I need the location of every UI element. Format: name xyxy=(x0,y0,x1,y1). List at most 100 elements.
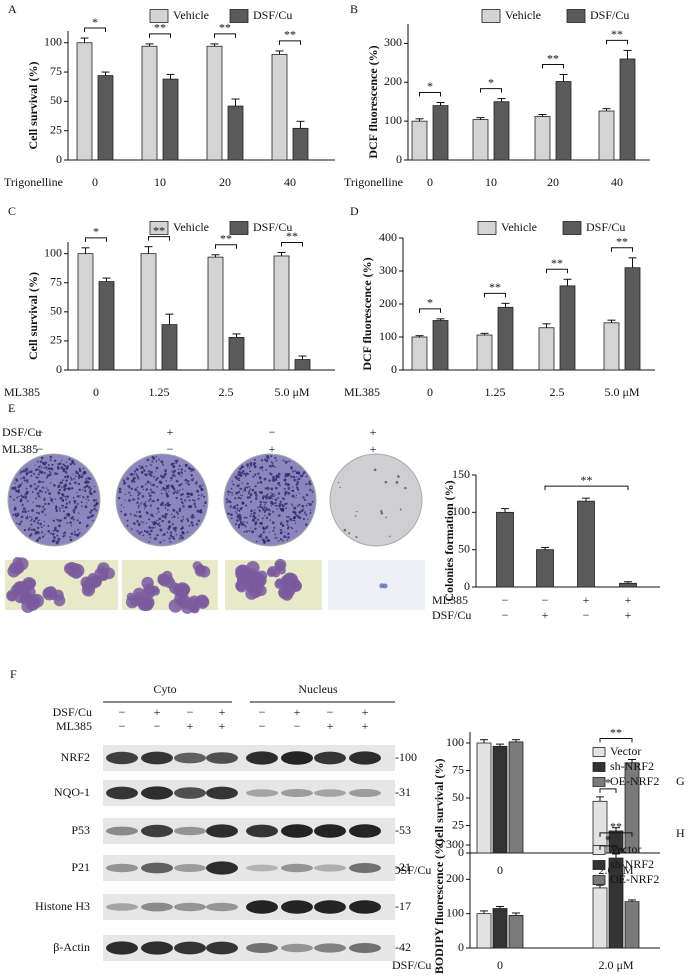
colony xyxy=(274,498,278,501)
colony xyxy=(136,516,138,518)
colony xyxy=(238,517,242,521)
significance-label: * xyxy=(605,776,611,790)
colony xyxy=(285,502,288,505)
colony xyxy=(194,482,198,485)
colony xyxy=(70,524,73,527)
colony xyxy=(148,541,150,543)
colony xyxy=(140,531,143,534)
colony xyxy=(293,478,297,482)
x-tick-label: 1.25 xyxy=(149,385,170,399)
colony xyxy=(291,504,294,507)
colony xyxy=(261,466,264,469)
colony xyxy=(68,482,72,485)
colony xyxy=(243,521,245,523)
blot-band xyxy=(174,752,206,764)
colony xyxy=(134,514,137,517)
colony xyxy=(239,497,242,499)
colony xyxy=(76,519,79,522)
colony xyxy=(399,508,402,511)
colony xyxy=(175,496,178,500)
colony xyxy=(164,472,167,476)
colony xyxy=(302,508,305,511)
colony xyxy=(42,481,45,483)
colony xyxy=(123,506,125,508)
colony-cell xyxy=(15,582,28,596)
colony xyxy=(126,477,130,481)
bar xyxy=(292,127,309,161)
colony xyxy=(235,519,239,522)
colony xyxy=(245,525,247,528)
colony xyxy=(158,458,160,461)
bar xyxy=(472,119,489,161)
colony xyxy=(389,535,391,538)
condition-sign: + xyxy=(542,608,549,622)
colony xyxy=(348,532,351,535)
colony xyxy=(133,498,136,501)
colony xyxy=(137,497,140,500)
colony xyxy=(169,503,172,506)
colony xyxy=(192,477,195,480)
colony xyxy=(164,507,167,509)
colony xyxy=(283,479,286,482)
colony xyxy=(30,523,33,526)
colony xyxy=(168,490,170,492)
colony xyxy=(170,462,174,466)
colony xyxy=(41,491,44,493)
colony xyxy=(88,486,91,489)
colony xyxy=(138,464,141,467)
bar xyxy=(228,337,245,371)
colony xyxy=(268,496,272,500)
x-axis-label: ML385 xyxy=(4,385,40,399)
colony xyxy=(48,470,51,473)
significance-bracket xyxy=(544,485,629,491)
colony xyxy=(44,533,46,536)
colony xyxy=(76,495,80,498)
band-size: -17 xyxy=(395,899,411,913)
colony xyxy=(301,504,305,508)
colony xyxy=(277,492,281,495)
y-axis-label: DCF fluorescence (%) xyxy=(360,257,374,370)
colony xyxy=(259,491,263,494)
colony xyxy=(230,517,233,520)
colony xyxy=(128,486,131,489)
colony xyxy=(252,514,256,518)
colony xyxy=(63,484,67,488)
colony xyxy=(29,484,33,488)
colony xyxy=(27,510,30,512)
colony xyxy=(286,527,290,530)
colony xyxy=(59,496,63,500)
colony xyxy=(79,495,81,497)
row-label: DSF/Cu xyxy=(2,425,41,439)
blot-band xyxy=(106,751,138,765)
bar xyxy=(97,75,114,161)
colony xyxy=(72,496,75,499)
blot-band xyxy=(246,900,278,914)
x-axis-label: ML385 xyxy=(344,385,380,399)
colony xyxy=(296,479,298,481)
colony xyxy=(278,484,281,487)
colony xyxy=(145,522,148,524)
colony xyxy=(305,475,308,478)
group-label: Cyto xyxy=(153,682,176,696)
x-axis-label: DSF/Cu xyxy=(392,863,431,877)
colony xyxy=(250,509,253,513)
colony xyxy=(130,487,133,490)
blot-band xyxy=(106,863,138,873)
colony xyxy=(49,496,51,499)
x-tick-label: 40 xyxy=(284,175,296,189)
colony xyxy=(89,488,92,491)
colony xyxy=(304,511,306,513)
colony xyxy=(72,518,75,521)
blot-band xyxy=(206,752,238,764)
condition-sign: + xyxy=(625,593,632,607)
colony xyxy=(228,500,232,504)
colony xyxy=(70,532,74,536)
blot-band xyxy=(141,786,173,800)
colony xyxy=(249,493,253,497)
colony xyxy=(198,484,202,488)
colony xyxy=(274,504,277,507)
colony xyxy=(238,485,240,487)
colony xyxy=(63,495,65,497)
colony xyxy=(284,475,287,478)
colony xyxy=(259,526,261,528)
